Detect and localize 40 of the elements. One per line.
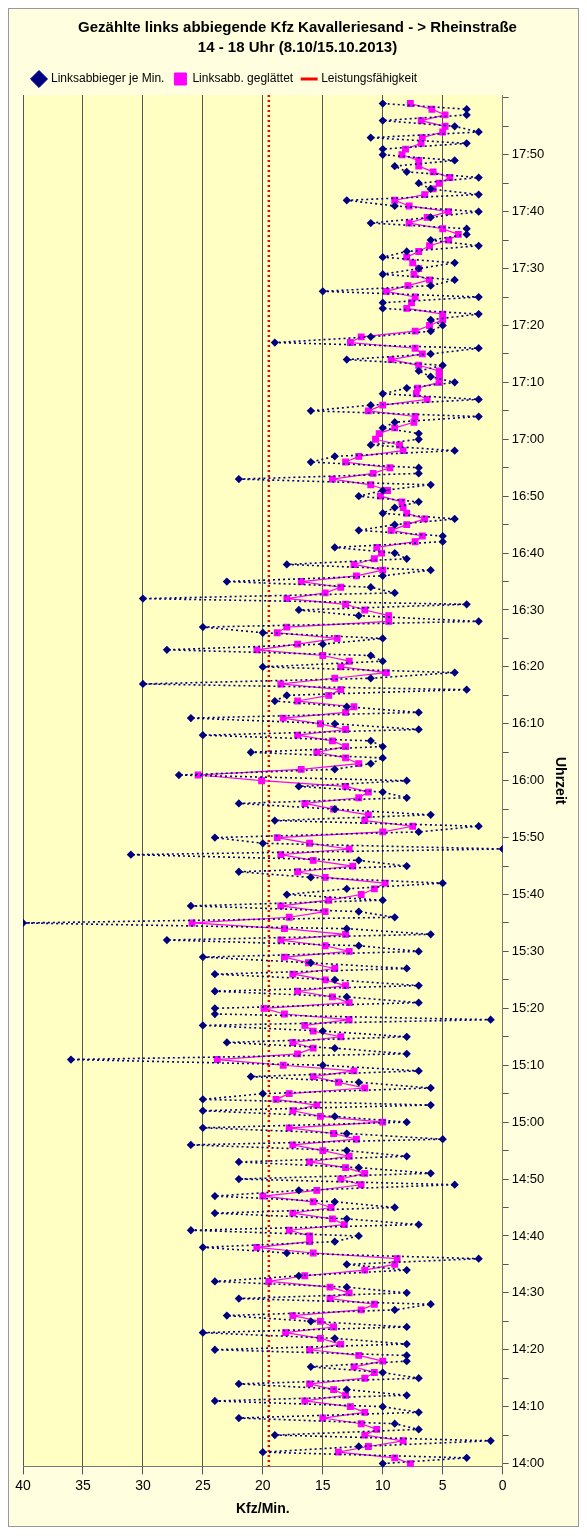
y-tick-label: 14:20 <box>511 1341 545 1357</box>
y-tick-label: 15:20 <box>511 999 545 1015</box>
y-tick-label: 14:40 <box>511 1227 545 1243</box>
chart-subtitle: 14 - 18 Uhr (8.10/15.10.2013) <box>197 38 398 56</box>
y-tick-label: 17:30 <box>511 260 545 276</box>
x-tick-label: 35 <box>75 1476 91 1493</box>
x-tick-label: 0 <box>498 1476 507 1493</box>
y-tick-label: 15:10 <box>511 1056 545 1072</box>
y-tick-label: 15:50 <box>511 829 545 845</box>
x-tick-label: 15 <box>315 1476 331 1493</box>
y-tick-label: 14:10 <box>511 1398 545 1414</box>
y-tick-label: 14:00 <box>511 1455 545 1471</box>
y-tick-label: 16:10 <box>511 715 545 731</box>
y-tick-label: 17:40 <box>511 203 545 219</box>
y-tick-label: 14:30 <box>511 1284 545 1300</box>
x-tick-label: 25 <box>195 1476 211 1493</box>
y-tick-label: 16:40 <box>511 544 545 560</box>
legend-label: Leistungsfähigkeit <box>321 71 418 86</box>
y-tick-label: 16:20 <box>511 658 545 674</box>
x-tick-label: 5 <box>438 1476 447 1493</box>
x-axis-title: Kfz/Min. <box>236 1500 290 1517</box>
y-tick-label: 15:40 <box>511 886 545 902</box>
legend-label: Linksabbieger je Min. <box>51 71 165 86</box>
y-axis-title: Uhrzeit <box>552 756 569 805</box>
chart-title: Gezählte links abbiegende Kfz Kavalleriesand - > Rheinstraße <box>78 18 517 36</box>
y-tick-label: 17:00 <box>511 430 545 446</box>
y-tick-label: 17:20 <box>511 317 545 333</box>
y-tick-label: 17:10 <box>511 373 545 389</box>
x-tick-label: 10 <box>374 1476 391 1493</box>
x-tick-label: 20 <box>255 1476 271 1493</box>
y-tick-label: 16:50 <box>511 487 545 503</box>
y-tick-label: 16:00 <box>511 772 545 788</box>
y-tick-label: 15:00 <box>511 1113 545 1129</box>
y-tick-label: 14:50 <box>511 1170 545 1186</box>
x-tick-label: 30 <box>135 1476 151 1493</box>
x-tick-label: 40 <box>15 1476 31 1493</box>
y-tick-label: 16:30 <box>511 601 545 617</box>
legend-label: Linksabb. geglättet <box>192 71 294 86</box>
y-tick-label: 15:30 <box>511 942 545 958</box>
y-tick-label: 17:50 <box>511 146 545 162</box>
